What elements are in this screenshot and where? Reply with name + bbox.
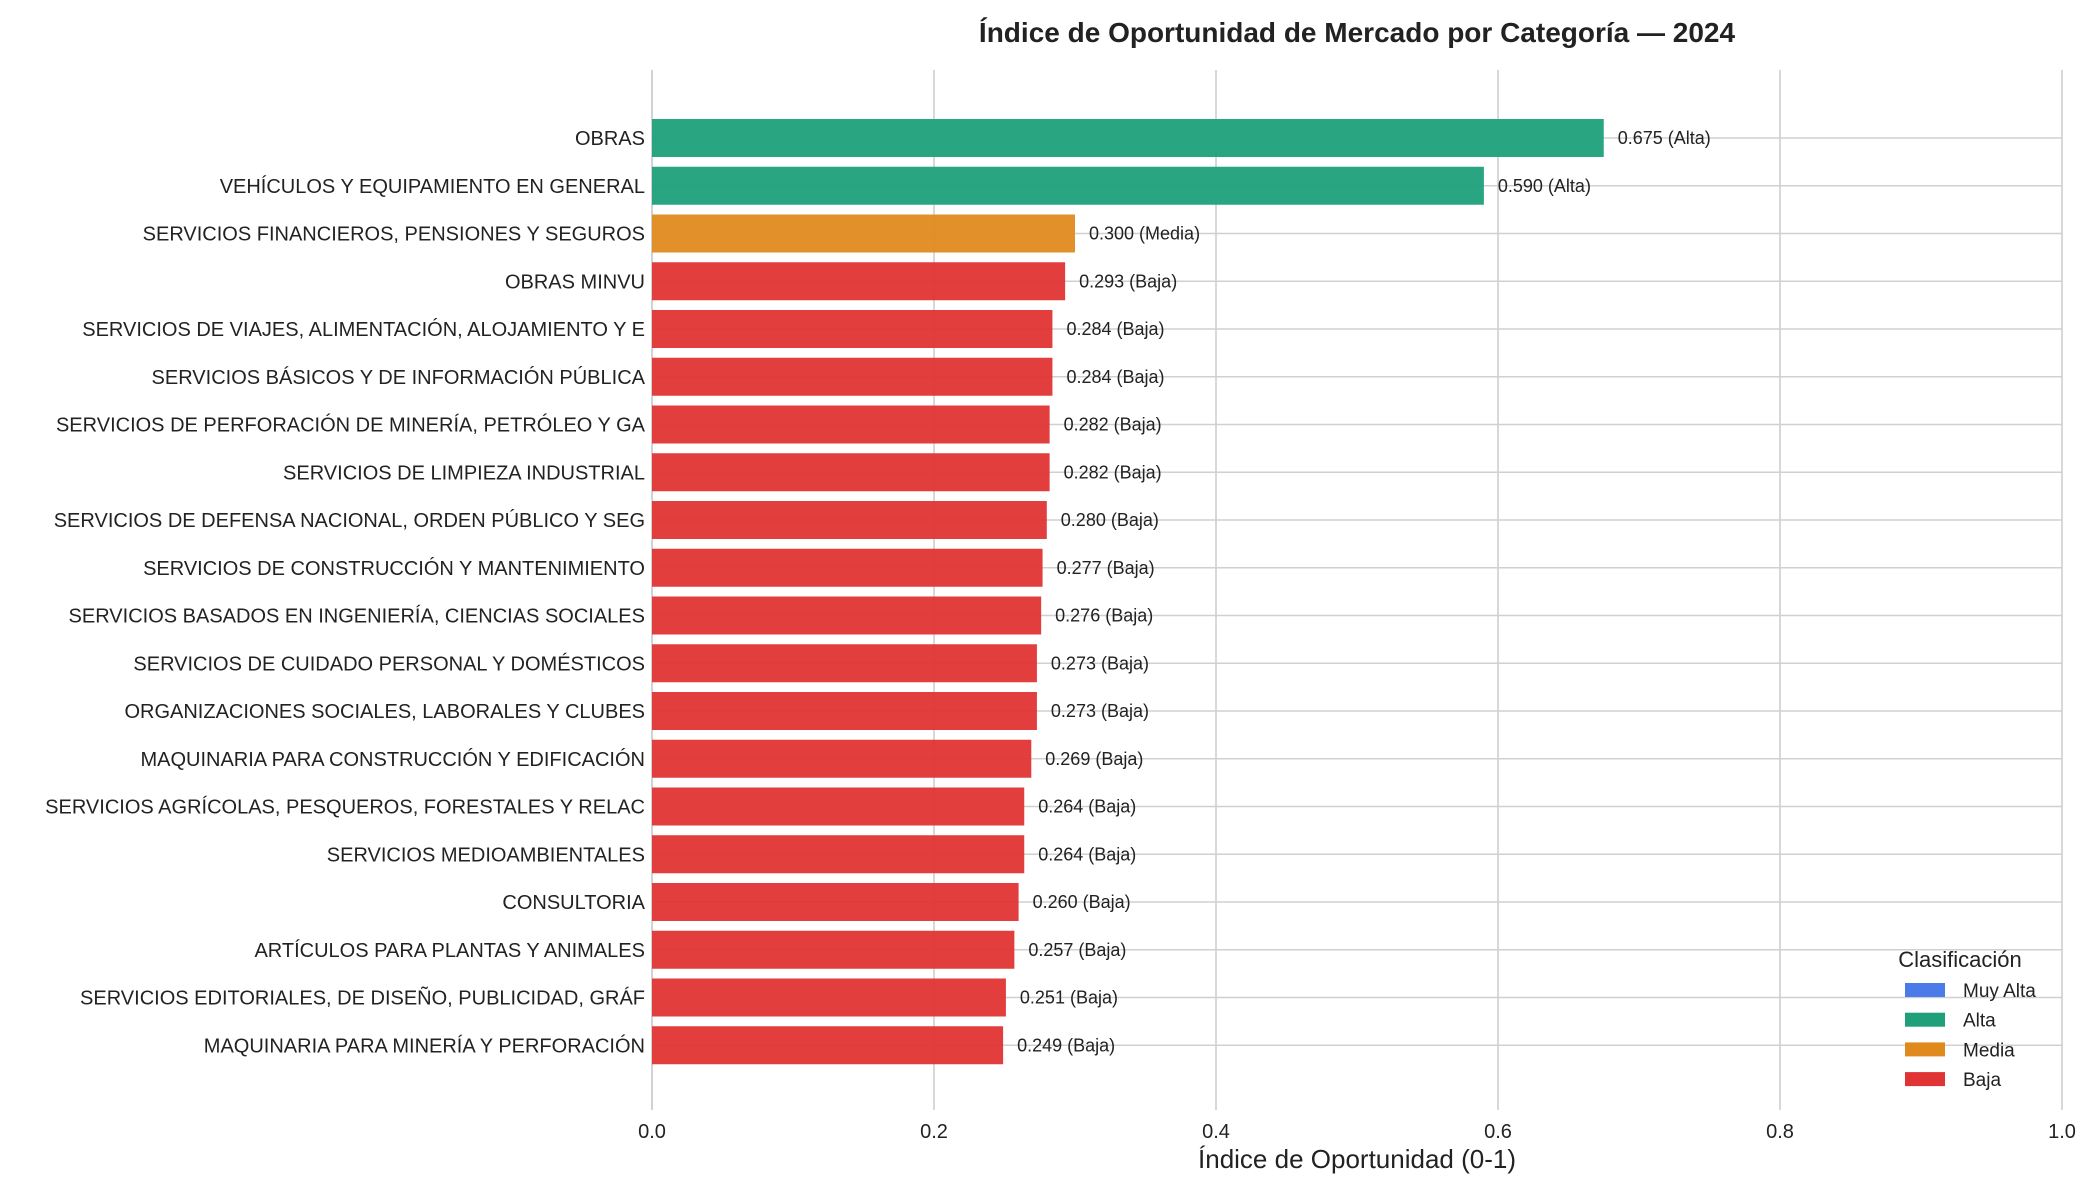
- data-label: 0.277 (Baja): [1057, 558, 1155, 578]
- bar[interactable]: [652, 739, 1032, 778]
- category-label: ORGANIZACIONES SOCIALES, LABORALES Y CLU…: [124, 701, 645, 723]
- legend-entry-label: Media: [1963, 1040, 2015, 1061]
- category-label: SERVICIOS AGRÍCOLAS, PESQUEROS, FORESTAL…: [45, 796, 645, 819]
- data-label: 0.282 (Baja): [1064, 415, 1162, 435]
- bar[interactable]: [652, 548, 1043, 587]
- bar[interactable]: [652, 119, 1604, 157]
- category-label: CONSULTORIA: [502, 892, 645, 914]
- data-labels: 0.675 (Alta) 0.590 (Alta) 0.300 (Media) 0.2…: [1017, 128, 1711, 1055]
- category-label: MAQUINARIA PARA CONSTRUCCIÓN Y EDIFICACI…: [140, 748, 645, 771]
- chart-title: Índice de Oportunidad de Mercado por Cat…: [979, 17, 1736, 48]
- category-label: SERVICIOS BASADOS EN INGENIERÍA, CIENCIA…: [69, 605, 645, 628]
- category-label: SERVICIOS MEDIOAMBIENTALES: [327, 844, 645, 866]
- bar[interactable]: [652, 310, 1053, 348]
- legend-entry-label: Muy Alta: [1963, 981, 2036, 1002]
- data-label: 0.249 (Baja): [1017, 1035, 1115, 1055]
- x-tick-label: 0.0: [638, 1121, 666, 1143]
- category-label: SERVICIOS DE PERFORACIÓN DE MINERÍA, PET…: [56, 414, 646, 437]
- bar[interactable]: [652, 214, 1075, 253]
- legend: Clasificación Muy Alta Alta Media Baja: [1898, 947, 2036, 1091]
- bar[interactable]: [652, 596, 1042, 635]
- legend-title: Clasificación: [1898, 947, 2022, 972]
- category-label: SERVICIOS FINANCIEROS, PENSIONES Y SEGUR…: [143, 224, 645, 246]
- data-label: 0.264 (Baja): [1038, 844, 1136, 864]
- data-label: 0.273 (Baja): [1051, 701, 1149, 721]
- x-tick-label: 0.2: [920, 1121, 948, 1143]
- data-label: 0.260 (Baja): [1033, 892, 1131, 912]
- legend-swatch: [1905, 1072, 1945, 1087]
- bar[interactable]: [652, 787, 1025, 826]
- legend-swatch: [1905, 1042, 1945, 1057]
- data-label: 0.284 (Baja): [1066, 319, 1164, 339]
- legend-swatch: [1905, 1012, 1945, 1027]
- bar[interactable]: [652, 357, 1053, 396]
- category-label: SERVICIOS DE VIAJES, ALIMENTACIÓN, ALOJA…: [82, 318, 645, 341]
- bar[interactable]: [652, 930, 1015, 969]
- legend-entry-label: Alta: [1963, 1011, 1996, 1032]
- data-label: 0.675 (Alta): [1618, 128, 1711, 148]
- category-labels: OBRAS VEHÍCULOS Y EQUIPAMIENTO EN GENERAL…: [45, 128, 645, 1057]
- bar[interactable]: [652, 166, 1484, 205]
- data-label: 0.273 (Baja): [1051, 653, 1149, 673]
- category-label: OBRAS: [575, 128, 645, 150]
- bar[interactable]: [652, 978, 1006, 1017]
- bar[interactable]: [652, 501, 1047, 539]
- data-label: 0.269 (Baja): [1045, 749, 1143, 769]
- category-label: SERVICIOS DE DEFENSA NACIONAL, ORDEN PÚB…: [54, 509, 645, 532]
- bar[interactable]: [652, 262, 1066, 301]
- category-label: SERVICIOS DE LIMPIEZA INDUSTRIAL: [283, 462, 645, 484]
- category-label: MAQUINARIA PARA MINERÍA Y PERFORACIÓN: [204, 1034, 645, 1057]
- category-label: SERVICIOS DE CONSTRUCCIÓN Y MANTENIMIENT…: [143, 557, 645, 580]
- data-label: 0.257 (Baja): [1028, 940, 1126, 960]
- x-tick-label: 0.4: [1202, 1121, 1230, 1143]
- x-axis-label: Índice de Oportunidad (0-1): [1198, 1144, 1516, 1174]
- data-label: 0.293 (Baja): [1079, 271, 1177, 291]
- data-label: 0.284 (Baja): [1066, 367, 1164, 387]
- legend-entry-label: Baja: [1963, 1070, 2001, 1091]
- x-tick-label: 1.0: [2048, 1121, 2076, 1143]
- data-label: 0.264 (Baja): [1038, 797, 1136, 817]
- category-label: ARTÍCULOS PARA PLANTAS Y ANIMALES: [254, 939, 645, 962]
- bars: [652, 119, 1604, 1065]
- data-label: 0.590 (Alta): [1498, 176, 1591, 196]
- data-label: 0.300 (Media): [1089, 224, 1200, 244]
- bar[interactable]: [652, 883, 1019, 921]
- bar[interactable]: [652, 1026, 1004, 1065]
- category-label: VEHÍCULOS Y EQUIPAMIENTO EN GENERAL: [220, 175, 645, 198]
- category-label: SERVICIOS EDITORIALES, DE DISEÑO, PUBLIC…: [80, 986, 645, 1010]
- data-label: 0.280 (Baja): [1061, 510, 1159, 530]
- x-tick-label: 0.8: [1766, 1121, 1794, 1143]
- data-label: 0.282 (Baja): [1064, 462, 1162, 482]
- x-tick-label: 0.6: [1484, 1121, 1512, 1143]
- bar[interactable]: [652, 453, 1050, 492]
- bar[interactable]: [652, 692, 1037, 730]
- bar[interactable]: [652, 405, 1050, 444]
- data-label: 0.276 (Baja): [1055, 606, 1153, 626]
- bar[interactable]: [652, 835, 1025, 874]
- category-label: OBRAS MINVU: [505, 271, 645, 293]
- x-axis-ticks: 0.0 0.2 0.4 0.6 0.8 1.0: [638, 1121, 2076, 1143]
- legend-swatch: [1905, 983, 1945, 997]
- category-label: SERVICIOS BÁSICOS Y DE INFORMACIÓN PÚBLI…: [152, 366, 646, 389]
- bar[interactable]: [652, 644, 1037, 683]
- category-label: SERVICIOS DE CUIDADO PERSONAL Y DOMÉSTIC…: [133, 652, 645, 675]
- data-label: 0.251 (Baja): [1020, 988, 1118, 1008]
